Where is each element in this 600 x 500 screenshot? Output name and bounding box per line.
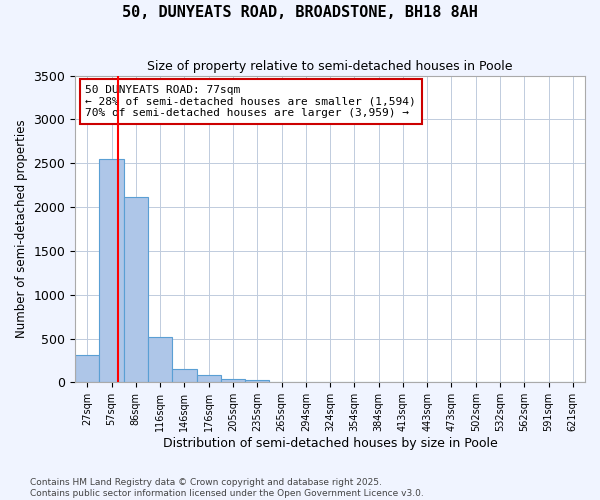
Bar [221, 379, 245, 382]
Bar [124, 198, 148, 382]
Bar [100, 159, 124, 382]
X-axis label: Distribution of semi-detached houses by size in Poole: Distribution of semi-detached houses by … [163, 437, 497, 450]
Text: Contains HM Land Registry data © Crown copyright and database right 2025.
Contai: Contains HM Land Registry data © Crown c… [30, 478, 424, 498]
Bar [197, 376, 221, 382]
Text: 50 DUNYEATS ROAD: 77sqm
← 28% of semi-detached houses are smaller (1,594)
70% of: 50 DUNYEATS ROAD: 77sqm ← 28% of semi-de… [85, 85, 416, 118]
Bar [245, 380, 269, 382]
Title: Size of property relative to semi-detached houses in Poole: Size of property relative to semi-detach… [148, 60, 513, 73]
Bar [75, 355, 100, 382]
Text: 50, DUNYEATS ROAD, BROADSTONE, BH18 8AH: 50, DUNYEATS ROAD, BROADSTONE, BH18 8AH [122, 5, 478, 20]
Y-axis label: Number of semi-detached properties: Number of semi-detached properties [15, 120, 28, 338]
Bar [172, 369, 197, 382]
Bar [148, 337, 172, 382]
